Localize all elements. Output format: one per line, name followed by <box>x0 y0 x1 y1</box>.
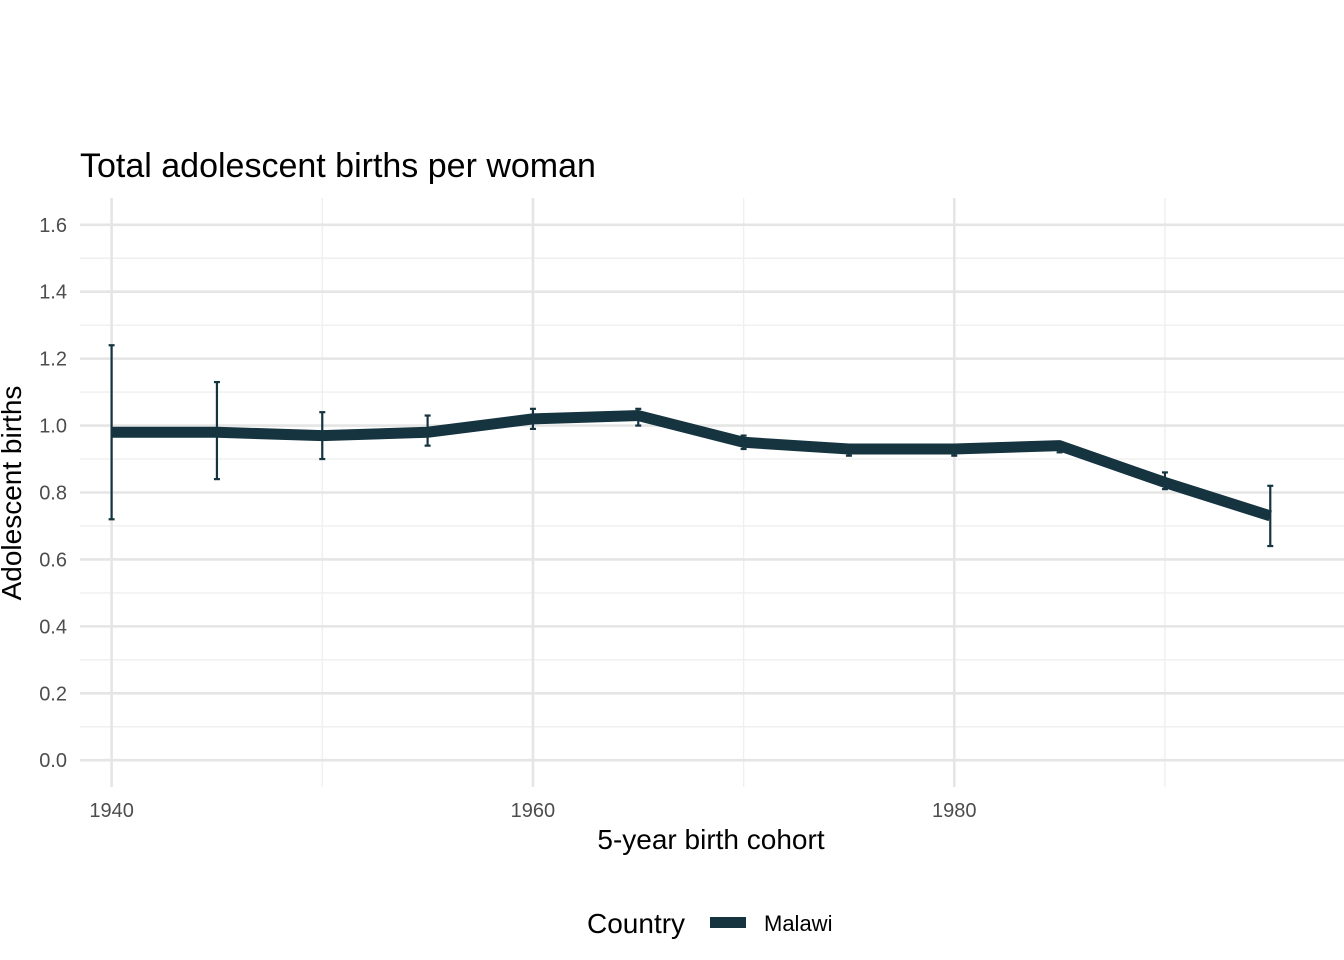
y-tick-label: 0.6 <box>39 549 67 571</box>
x-tick-label: 1940 <box>89 800 134 822</box>
error-bars <box>108 344 1274 548</box>
x-tick-label: 1980 <box>932 800 977 822</box>
legend-key-malawi <box>710 917 746 928</box>
x-axis-title: 5-year birth cohort <box>597 824 824 855</box>
series-lines <box>111 410 1272 522</box>
x-tick-labels: 1940 1960 1980 <box>89 800 976 822</box>
chart-title: Total adolescent births per woman <box>80 147 596 185</box>
y-tick-label: 0.0 <box>39 750 67 772</box>
legend: Country Malawi <box>587 908 832 939</box>
y-tick-label: 1.2 <box>39 349 67 371</box>
y-major-gridlines <box>80 223 1344 762</box>
legend-label-malawi: Malawi <box>764 911 832 936</box>
y-tick-labels: 0.0 0.2 0.4 0.6 0.8 1.0 1.2 1.4 1.6 <box>39 215 67 772</box>
y-tick-label: 1.4 <box>39 282 67 304</box>
x-tick-label: 1960 <box>511 800 556 822</box>
y-minor-gridlines <box>80 257 1344 728</box>
y-tick-label: 1.0 <box>39 416 67 438</box>
y-tick-label: 0.8 <box>39 483 67 505</box>
legend-title: Country <box>587 908 685 939</box>
y-tick-label: 1.6 <box>39 215 67 237</box>
series-line-malawi <box>111 410 1272 522</box>
y-axis-title: Adolescent births <box>0 386 27 601</box>
y-tick-label: 0.4 <box>39 616 67 638</box>
y-tick-label: 0.2 <box>39 683 67 705</box>
